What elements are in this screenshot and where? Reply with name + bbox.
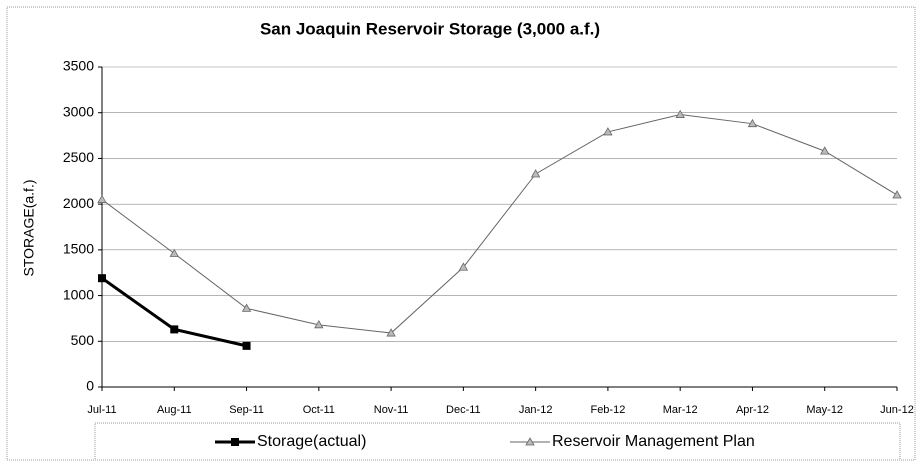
legend-marker bbox=[525, 437, 535, 446]
marker bbox=[242, 341, 251, 350]
x-tick-label: Mar-12 bbox=[663, 404, 698, 416]
x-tick-label: May-12 bbox=[806, 404, 843, 416]
y-tick-label: 0 bbox=[86, 378, 94, 394]
x-tick-label: Sep-11 bbox=[229, 404, 264, 416]
marker bbox=[98, 274, 106, 283]
x-tick-label: Jan-12 bbox=[519, 404, 553, 416]
x-tick-label: Dec-11 bbox=[446, 404, 481, 416]
y-axis-label: STORAGE(a.f.) bbox=[21, 180, 37, 277]
marker bbox=[169, 248, 179, 257]
y-tick-label: 2500 bbox=[63, 149, 94, 165]
x-tick-label: Nov-11 bbox=[374, 404, 409, 416]
marker bbox=[530, 169, 541, 178]
y-tick-label: 1500 bbox=[63, 241, 94, 257]
legend-marker bbox=[231, 438, 239, 446]
marker bbox=[747, 118, 758, 128]
marker bbox=[458, 262, 469, 271]
chart-title: San Joaquin Reservoir Storage (3,000 a.f… bbox=[260, 19, 600, 38]
x-tick-label: Apr-12 bbox=[736, 404, 769, 416]
y-tick-label: 3500 bbox=[63, 58, 94, 74]
x-tick-label: Aug-11 bbox=[157, 404, 192, 416]
marker bbox=[97, 194, 107, 203]
y-tick-label: 3000 bbox=[63, 103, 94, 119]
x-tick-label: Jun-12 bbox=[880, 404, 914, 416]
marker bbox=[314, 320, 324, 329]
marker bbox=[892, 190, 902, 199]
x-tick-label: Oct-11 bbox=[303, 404, 335, 416]
series-line bbox=[101, 114, 898, 334]
x-tick-label: Jul-11 bbox=[87, 404, 116, 416]
marker bbox=[241, 303, 252, 312]
legend-box bbox=[94, 422, 901, 461]
marker bbox=[603, 127, 613, 136]
y-tick-label: 500 bbox=[71, 332, 95, 348]
marker bbox=[386, 328, 396, 337]
x-tick-label: Feb-12 bbox=[590, 404, 625, 416]
legend-label: Storage(actual) bbox=[257, 433, 366, 450]
marker bbox=[820, 146, 830, 155]
legend-label: Reservoir Management Plan bbox=[552, 433, 755, 450]
y-tick-label: 2000 bbox=[63, 195, 94, 211]
chart-border bbox=[6, 6, 916, 461]
marker bbox=[170, 325, 179, 334]
y-tick-label: 1000 bbox=[63, 286, 94, 302]
marker bbox=[675, 109, 685, 118]
